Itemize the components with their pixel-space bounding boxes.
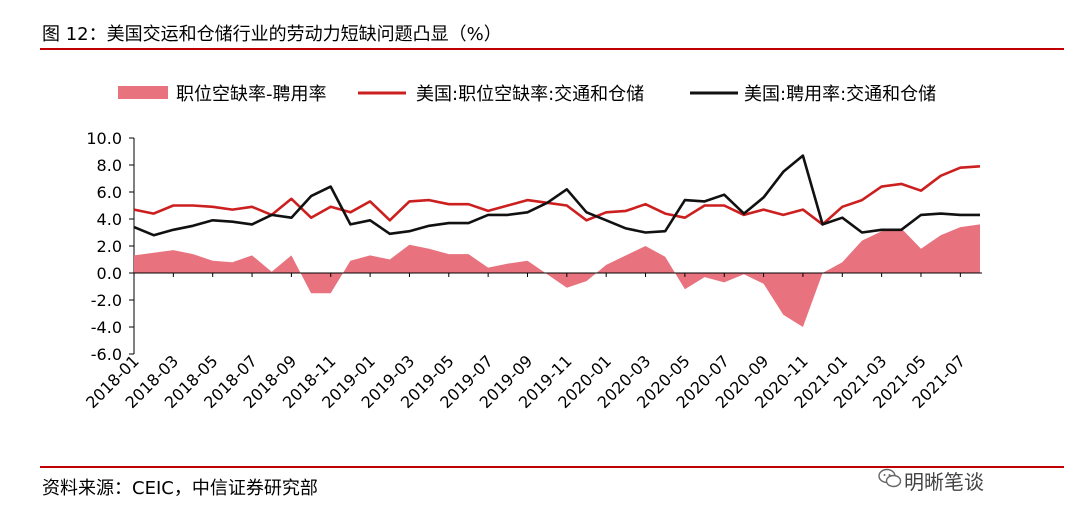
y-tick-label: 2.0 xyxy=(97,237,122,256)
y-tick-label: 4.0 xyxy=(97,210,122,229)
y-tick-label: 10.0 xyxy=(86,129,122,148)
series-area-职位空缺率-聘用率 xyxy=(134,224,980,327)
y-tick-label: -2.0 xyxy=(91,291,122,310)
legend-label-1: 美国:职位空缺率:交通和仓储 xyxy=(416,84,644,105)
y-tick-label: 8.0 xyxy=(97,156,122,175)
y-tick-label: 0.0 xyxy=(97,264,122,283)
legend-label-2: 美国:聘用率:交通和仓储 xyxy=(744,84,936,105)
title-divider xyxy=(40,48,1064,50)
source-divider xyxy=(40,466,1064,468)
chart-title: 图 12：美国交运和仓储行业的劳动力短缺问题凸显（%） xyxy=(42,24,502,45)
chart: 职位空缺率-聘用率 美国:职位空缺率:交通和仓储 美国:聘用率:交通和仓储 10.0 8… xyxy=(82,84,982,412)
y-tick-label: -6.0 xyxy=(91,345,122,364)
legend-swatch-0 xyxy=(118,86,168,99)
wechat-icon xyxy=(878,468,902,488)
y-tick-label: -4.0 xyxy=(91,318,122,337)
watermark: 明晰笔谈 xyxy=(904,470,984,494)
series-line-1 xyxy=(133,154,980,237)
legend-label-0: 职位空缺率-聘用率 xyxy=(176,84,327,105)
y-tick-label: 6.0 xyxy=(97,183,122,202)
source-note: 资料来源：CEIC，中信证券研究部 xyxy=(42,478,318,499)
series-line-0 xyxy=(133,165,981,226)
